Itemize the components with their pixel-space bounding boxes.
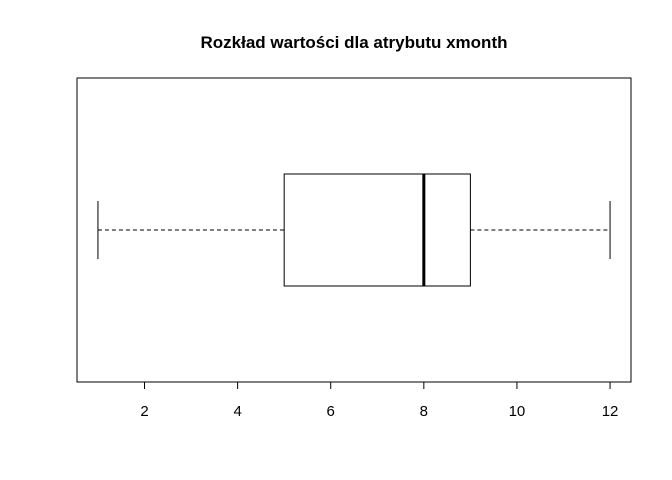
x-tick-label: 2 <box>140 403 148 420</box>
x-axis: 2 4 6 8 10 12 <box>140 381 619 420</box>
chart-title: Rozkład wartości dla atrybutu xmonth <box>201 33 508 52</box>
x-tick-label: 10 <box>509 403 526 420</box>
x-tick-label: 12 <box>602 403 619 420</box>
x-tick-label: 8 <box>420 403 428 420</box>
boxplot-marks <box>97 173 611 287</box>
x-tick-label: 6 <box>327 403 335 420</box>
interquartile-box <box>283 173 471 287</box>
x-tick-label: 4 <box>233 403 241 420</box>
